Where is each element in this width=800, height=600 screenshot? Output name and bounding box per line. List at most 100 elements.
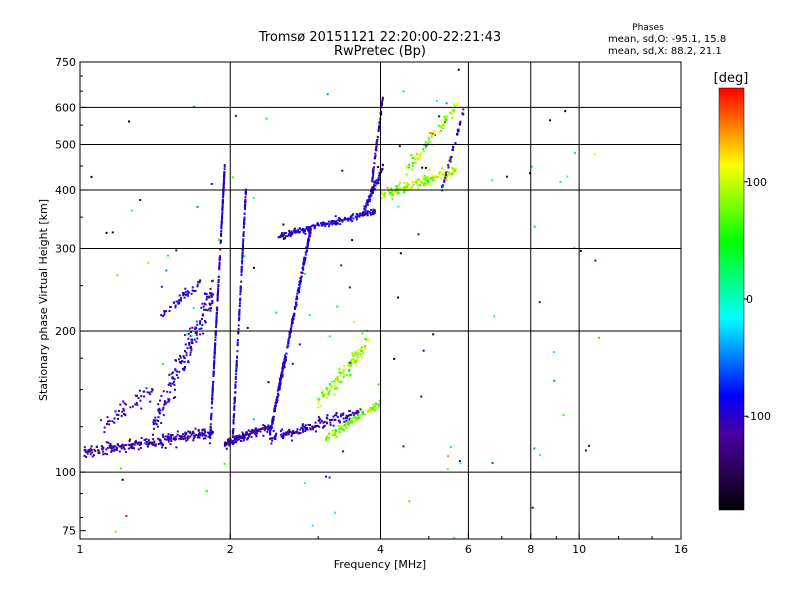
data-point	[219, 248, 222, 251]
data-point	[223, 462, 226, 465]
data-point	[491, 179, 494, 182]
data-point	[317, 402, 320, 405]
data-point	[234, 391, 237, 394]
data-point	[179, 362, 182, 365]
data-point	[335, 412, 338, 415]
data-point	[462, 108, 465, 111]
data-point	[234, 436, 237, 439]
data-point	[218, 259, 221, 262]
data-point	[355, 213, 358, 216]
data-point	[285, 352, 288, 355]
data-point	[420, 395, 423, 398]
data-point	[368, 195, 371, 198]
data-point	[135, 441, 138, 444]
data-point	[382, 192, 385, 195]
data-point	[83, 454, 86, 457]
data-point	[363, 205, 366, 208]
data-point	[413, 157, 416, 160]
data-point	[171, 433, 174, 436]
data-point	[442, 171, 445, 174]
y-tick-label: 600	[55, 101, 76, 114]
data-point	[291, 322, 294, 325]
data-point	[371, 211, 374, 214]
data-point	[393, 357, 396, 360]
data-point	[222, 179, 225, 182]
data-point	[454, 167, 457, 170]
data-point	[449, 172, 452, 175]
data-point	[314, 424, 317, 427]
data-point	[345, 419, 348, 422]
data-point	[372, 208, 375, 211]
data-point	[209, 309, 212, 312]
data-point	[451, 110, 454, 113]
data-point	[457, 68, 460, 71]
data-point	[242, 436, 245, 439]
data-point	[235, 368, 238, 371]
data-point	[295, 295, 298, 298]
data-point	[325, 436, 328, 439]
data-point	[214, 334, 217, 337]
data-point	[300, 426, 303, 429]
data-point	[109, 445, 112, 448]
data-point	[226, 438, 229, 441]
data-point	[338, 216, 341, 219]
data-point	[370, 194, 373, 197]
data-point	[277, 388, 280, 391]
data-point	[250, 436, 253, 439]
data-point	[337, 430, 340, 433]
data-point	[236, 343, 239, 346]
data-point	[350, 364, 353, 367]
data-point	[89, 453, 92, 456]
data-point	[162, 390, 165, 393]
data-point	[444, 176, 447, 179]
data-point	[185, 439, 188, 442]
data-point	[105, 448, 108, 451]
data-point	[448, 171, 451, 174]
data-point	[281, 368, 284, 371]
data-point	[441, 184, 444, 187]
data-point	[368, 197, 371, 200]
data-point	[237, 332, 240, 335]
data-point	[364, 413, 367, 416]
data-point	[222, 186, 225, 189]
data-point	[251, 428, 254, 431]
data-point	[364, 205, 367, 208]
colorbar-tick-label: 0	[746, 293, 753, 306]
data-point	[154, 419, 157, 422]
data-point	[239, 286, 242, 289]
data-point	[411, 168, 414, 171]
data-point	[236, 435, 239, 438]
data-point	[268, 425, 271, 428]
data-point	[406, 189, 409, 192]
data-point	[208, 442, 211, 445]
data-point	[222, 196, 225, 199]
data-point	[278, 377, 281, 380]
data-point	[125, 514, 128, 517]
data-point	[90, 445, 93, 448]
data-point	[212, 293, 215, 296]
data-point	[292, 314, 295, 317]
data-point	[209, 428, 212, 431]
data-point	[425, 177, 428, 180]
data-point	[121, 410, 124, 413]
data-point	[301, 424, 304, 427]
data-point	[120, 414, 123, 417]
data-point	[334, 414, 337, 417]
data-point	[117, 414, 120, 417]
data-point	[223, 172, 226, 175]
data-point	[189, 430, 192, 433]
data-point	[140, 436, 143, 439]
data-point	[201, 431, 204, 434]
data-point	[241, 255, 244, 258]
data-point	[411, 156, 414, 159]
data-point	[220, 230, 223, 233]
data-point	[408, 500, 411, 503]
data-point	[210, 294, 213, 297]
data-point	[234, 377, 237, 380]
data-point	[352, 213, 355, 216]
x-tick-label: 2	[227, 543, 234, 556]
data-point	[300, 275, 303, 278]
data-point	[240, 265, 243, 268]
data-point	[290, 330, 293, 333]
data-point	[116, 443, 119, 446]
